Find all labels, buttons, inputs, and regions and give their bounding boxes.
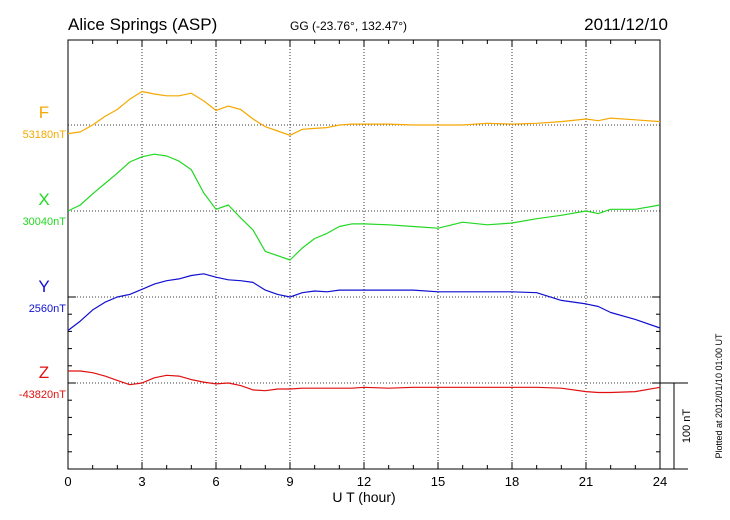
series-name-z: Z (39, 363, 49, 382)
series-labels: F 53180nT X 30040nT Y 2560nT Z -43820nT (19, 103, 66, 401)
station-title: Alice Springs (ASP) (68, 15, 217, 34)
x-tick-label: 18 (505, 474, 519, 489)
series-baseline-label-x: 30040nT (23, 216, 67, 228)
scale-bar: 100 nT (660, 382, 693, 470)
series-lines (67, 90, 661, 394)
scale-bar-label: 100 nT (681, 409, 693, 444)
x-tick-label: 0 (64, 474, 71, 489)
axis-ticks (67, 40, 661, 470)
series-name-x: X (38, 190, 49, 209)
station-coordinates: GG (-23.76°, 132.47°) (290, 19, 407, 33)
series-baseline-label-z: -43820nT (19, 389, 66, 401)
series-line-z (68, 370, 661, 394)
series-line-x (67, 153, 661, 261)
series-baseline-label-y: 2560nT (29, 303, 67, 315)
series-name-f: F (39, 103, 49, 122)
plot-frame (67, 39, 661, 470)
date-label: 2011/12/10 (584, 15, 668, 34)
plotted-at-label: Plotted at 2012/01/10 01:00 UT (714, 333, 724, 459)
x-tick-label: 3 (138, 474, 145, 489)
x-tick-label: 24 (653, 474, 667, 489)
x-tick-label: 6 (212, 474, 219, 489)
x-tick-labels: 0 3 6 9 12 15 18 21 24 (64, 474, 667, 489)
series-baseline-label-f: 53180nT (23, 129, 67, 141)
x-tick-label: 21 (579, 474, 593, 489)
series-line-y (67, 273, 661, 331)
series-line-f (67, 90, 661, 136)
x-tick-label: 15 (431, 474, 445, 489)
grid (141, 40, 587, 469)
series-name-y: Y (38, 277, 49, 296)
x-tick-label: 12 (357, 474, 371, 489)
x-tick-label: 9 (286, 474, 293, 489)
x-axis-label: U T (hour) (332, 489, 395, 505)
